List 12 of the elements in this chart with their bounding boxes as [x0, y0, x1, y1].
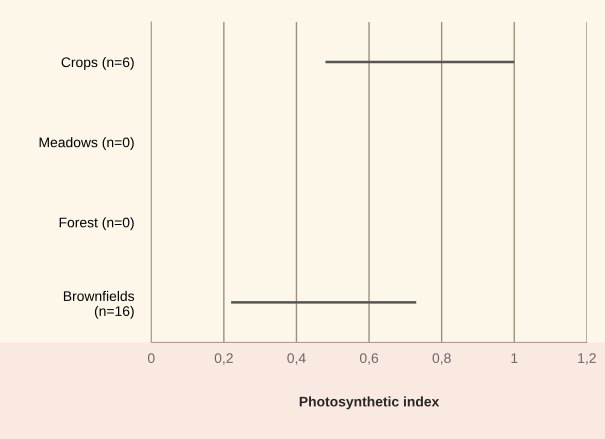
x-tick-label: 0 — [148, 353, 155, 364]
x-tick-label: 0,4 — [287, 353, 306, 365]
y-tick-label: Crops (n=6) — [62, 56, 134, 70]
x-tick-label: 1,2 — [578, 353, 596, 365]
y-tick-label: Brownfields (n=16) — [64, 290, 134, 319]
x-tick-label: 0,8 — [432, 353, 451, 365]
x-tick-label: 0,2 — [214, 353, 233, 365]
x-axis-title: Photosynthetic index — [300, 396, 440, 410]
y-tick-label: Meadows (n=0) — [40, 137, 134, 150]
x-tick-label: 0,6 — [360, 353, 378, 365]
y-tick-label: Forest (n=0) — [60, 217, 134, 230]
x-tick-label: 1 — [511, 353, 518, 363]
